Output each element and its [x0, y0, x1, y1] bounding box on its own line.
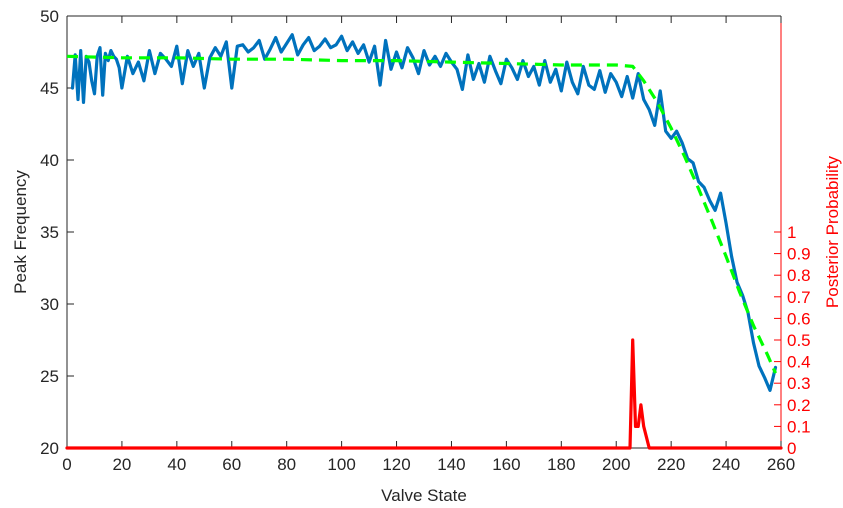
x-tick-label: 220: [657, 455, 685, 474]
y2-tick-label: 0.6: [787, 309, 811, 328]
x-tick-label: 240: [712, 455, 740, 474]
y2-tick-label: 0: [787, 439, 796, 458]
peak-frequency-line: [70, 33, 778, 392]
y-tick-label: 35: [40, 223, 59, 242]
y-tick-label: 30: [40, 295, 59, 314]
x-tick-label: 60: [222, 455, 241, 474]
x-tick-label: 20: [112, 455, 131, 474]
y-tick-label: 45: [40, 79, 59, 98]
y2-tick-label: 0.7: [787, 288, 811, 307]
y2-tick-label: 0.8: [787, 266, 811, 285]
y2-axis-ticks: 0 0.1 0.2 0.3 0.4 0.5 0.6 0.7 0.8 0.9 1: [774, 223, 811, 458]
x-tick-label: 40: [167, 455, 186, 474]
y2-tick-label: 0.9: [787, 245, 811, 264]
y2-tick-label: 0.3: [787, 374, 811, 393]
fit-dashed-line: [66, 54, 777, 374]
y-axis-ticks: 20 25 30 35 40 45 50: [40, 7, 74, 458]
y-tick-label: 20: [40, 439, 59, 458]
x-tick-label: 200: [602, 455, 630, 474]
series-lines: [65, 33, 783, 450]
x-axis-label: Valve State: [381, 486, 467, 505]
y-tick-label: 25: [40, 367, 59, 386]
y2-tick-label: 0.2: [787, 396, 811, 415]
x-tick-label: 260: [767, 455, 795, 474]
y2-tick-label: 0.1: [787, 417, 811, 436]
y2-tick-label: 0.4: [787, 353, 811, 372]
x-tick-label: 80: [277, 455, 296, 474]
y2-tick-label: 1: [787, 223, 796, 242]
x-tick-label: 100: [327, 455, 355, 474]
x-tick-label: 160: [492, 455, 520, 474]
x-tick-label: 0: [62, 455, 71, 474]
plot-frame: [66, 15, 782, 449]
posterior-probability-line: [65, 338, 783, 450]
y2-axis-label: Posterior Probability: [823, 155, 842, 308]
x-tick-label: 120: [382, 455, 410, 474]
y-axis-label: Peak Frequency: [11, 170, 30, 294]
x-tick-label: 180: [547, 455, 575, 474]
y-tick-label: 40: [40, 151, 59, 170]
y2-tick-label: 0.5: [787, 331, 811, 350]
x-tick-label: 140: [437, 455, 465, 474]
x-axis-ticks: 0 20 40 60 80 100 120 140 160 180 200 220 240 260: [62, 16, 795, 474]
y-tick-label: 50: [40, 7, 59, 26]
